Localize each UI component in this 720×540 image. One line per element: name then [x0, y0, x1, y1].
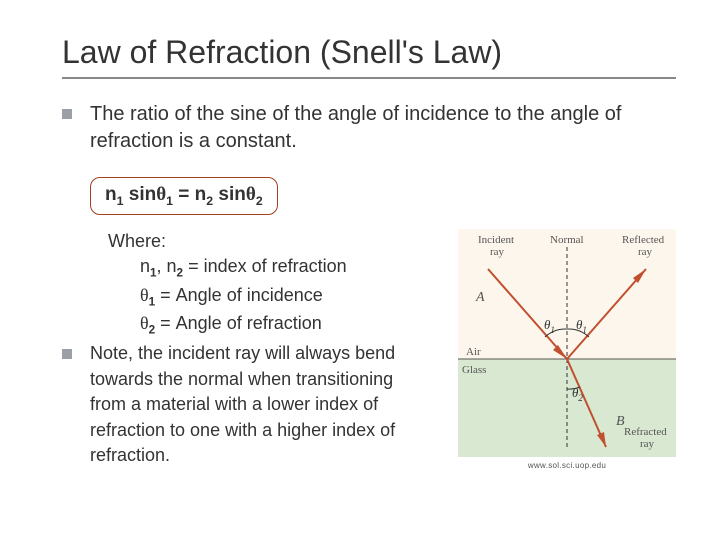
label-reflected: Reflected: [622, 234, 665, 246]
label-refracted: Refracted: [624, 426, 667, 438]
label-incident: Incident: [478, 234, 514, 246]
lower-text-col: Where: n1, n2 = index of refraction θ1 =…: [62, 229, 448, 469]
note-bullet: Note, the incident ray will always bend …: [62, 341, 448, 469]
refraction-diagram: Incident ray Normal Reflected ray A B Ai…: [458, 229, 676, 457]
intro-text: The ratio of the sine of the angle of in…: [90, 101, 676, 155]
where-label: Where:: [108, 229, 448, 255]
intro-bullet: The ratio of the sine of the angle of in…: [62, 101, 676, 155]
label-air: Air: [466, 346, 481, 358]
formula-sin2: sin: [213, 184, 246, 205]
formula-n1: n: [105, 184, 117, 205]
label-refracted-ray: ray: [640, 438, 655, 450]
title-rule: [62, 77, 676, 79]
diagram-svg: Incident ray Normal Reflected ray A B Ai…: [458, 229, 676, 457]
bullet-icon: [62, 109, 72, 119]
bullet-icon: [62, 349, 72, 359]
label-glass: Glass: [462, 364, 486, 376]
where-line3: θ2 = Angle of refraction: [140, 311, 448, 339]
slide-title: Law of Refraction (Snell's Law): [62, 34, 676, 71]
label-A: A: [475, 290, 485, 305]
where-line1: n1, n2 = index of refraction: [140, 254, 448, 282]
formula-sin1: sin: [123, 184, 156, 205]
label-reflected-ray: ray: [638, 246, 653, 258]
lower-row: Where: n1, n2 = index of refraction θ1 =…: [62, 229, 676, 470]
formula-box: n1 sinθ1 = n2 sinθ2: [90, 177, 278, 215]
formula-theta2: θ: [246, 184, 256, 205]
where-block: Where: n1, n2 = index of refraction θ1 =…: [108, 229, 448, 339]
note-text: Note, the incident ray will always bend …: [90, 341, 430, 469]
formula-subt2: 2: [256, 194, 263, 208]
formula-subt1: 1: [166, 194, 173, 208]
formula-theta1: θ: [156, 184, 166, 205]
label-incident-ray: ray: [490, 246, 505, 258]
diagram-col: Incident ray Normal Reflected ray A B Ai…: [458, 229, 676, 470]
where-line2: θ1 = Angle of incidence: [140, 283, 448, 311]
diagram-caption: www.sol.sci.uop.edu: [458, 461, 676, 470]
formula-n2: n: [195, 184, 207, 205]
label-normal: Normal: [550, 234, 584, 246]
formula-eq: =: [173, 184, 195, 205]
slide: Law of Refraction (Snell's Law) The rati…: [0, 0, 720, 540]
